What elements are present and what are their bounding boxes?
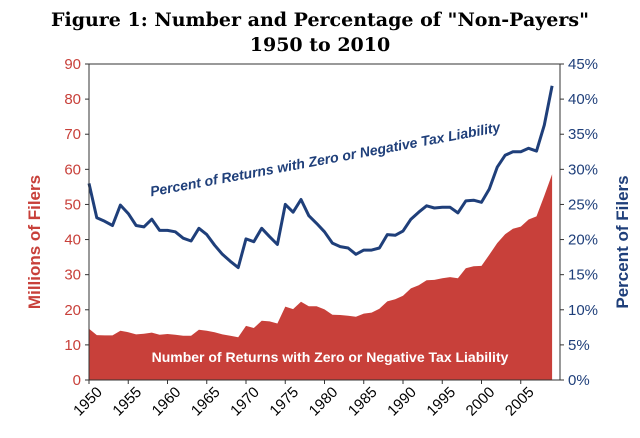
left-tick-label: 30 (64, 267, 81, 284)
left-tick-label: 40 (64, 232, 81, 249)
area-series-label: Number of Returns with Zero or Negative … (152, 349, 509, 365)
x-tick-label: 1990 (384, 384, 420, 420)
left-tick-label: 10 (64, 337, 81, 354)
right-tick-label: 45% (568, 56, 598, 73)
right-tick-label: 20% (568, 232, 598, 249)
right-axis-label: Percent of Filers (613, 175, 632, 308)
right-tick-label: 25% (568, 196, 598, 213)
x-tick-label: 1970 (227, 384, 263, 420)
x-tick-label: 1950 (70, 384, 106, 420)
left-tick-label: 70 (64, 126, 81, 143)
right-tick-label: 0% (568, 372, 590, 389)
right-tick-label: 30% (568, 161, 598, 178)
right-tick-label: 35% (568, 126, 598, 143)
left-tick-label: 50 (64, 196, 81, 213)
left-tick-label: 90 (64, 56, 81, 73)
right-tick-label: 5% (568, 337, 590, 354)
line-layer (87, 85, 554, 270)
x-tick-label: 2005 (502, 384, 538, 420)
x-tick-label: 1975 (266, 384, 302, 420)
right-tick-label: 40% (568, 91, 598, 108)
x-tick-label: 1965 (188, 384, 224, 420)
x-tick-label: 2000 (463, 384, 499, 420)
area-series-filers (89, 174, 553, 380)
right-tick-label: 10% (568, 302, 598, 319)
chart-title-line2: 1950 to 2010 (249, 34, 391, 56)
x-tick-label: 1955 (109, 384, 145, 420)
area-layer (89, 174, 553, 380)
x-tick-label: 1985 (345, 384, 381, 420)
left-tick-label: 0 (73, 372, 81, 389)
line-series-percent (87, 85, 554, 270)
x-tick-label: 1960 (149, 384, 185, 420)
line-series-label: Percent of Returns with Zero or Negative… (149, 119, 503, 200)
chart-title-line1: Figure 1: Number and Percentage of "Non-… (50, 9, 590, 31)
left-axis-label: Millions of Filers (25, 175, 44, 309)
left-tick-label: 60 (64, 161, 81, 178)
left-tick-label: 20 (64, 302, 81, 319)
right-tick-label: 15% (568, 267, 598, 284)
x-tick-label: 1995 (423, 384, 459, 420)
x-tick-label: 1980 (306, 384, 342, 420)
left-tick-label: 80 (64, 91, 81, 108)
